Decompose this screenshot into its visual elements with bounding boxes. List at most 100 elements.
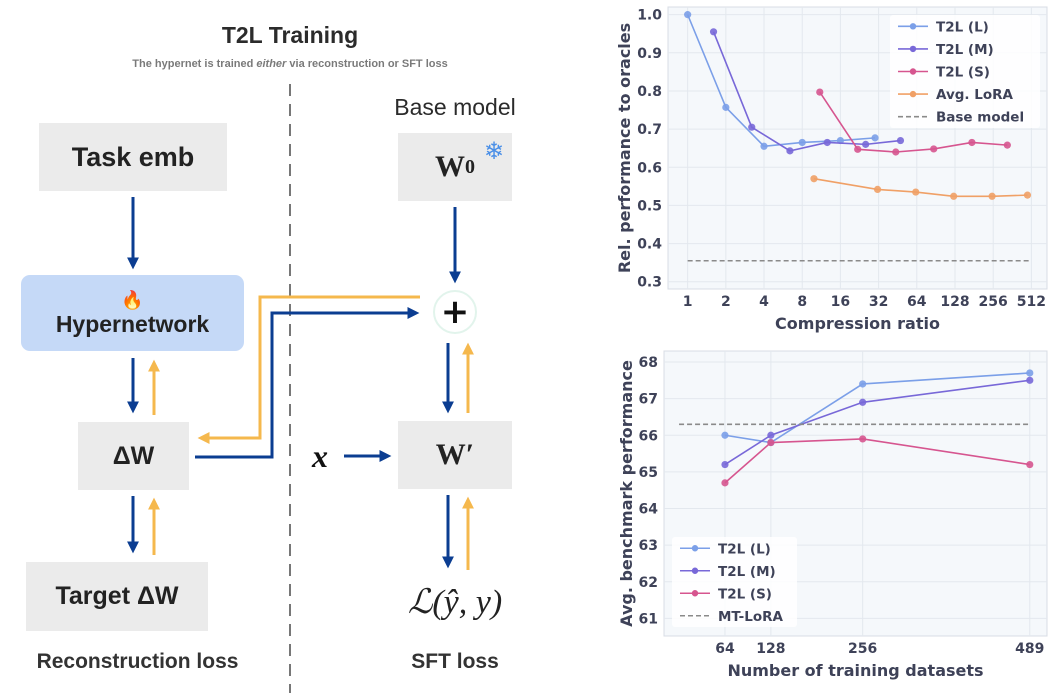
- legend-marker: [909, 23, 917, 30]
- y-tick-label: 0.7: [637, 122, 662, 138]
- x-tick-label: 489: [1015, 641, 1044, 657]
- reconstruction-loss-label: Reconstruction loss: [36, 650, 239, 673]
- plus-node-circle: [433, 290, 477, 334]
- y-tick-label: 0.6: [637, 160, 662, 176]
- x-tick-label: 64: [715, 641, 735, 657]
- legend-label: MT-LoRA: [718, 609, 784, 625]
- loss-formula: ℒ(ŷ, y): [407, 584, 503, 621]
- x-tick-label: 512: [1017, 294, 1046, 310]
- data-point: [1026, 369, 1034, 377]
- target-delta-w-box: Target ΔW: [26, 562, 208, 631]
- series-line: [813, 177, 1028, 198]
- legend-label: T2L (M): [936, 42, 994, 58]
- w0-subscript: 0: [465, 155, 475, 178]
- y-tick-label: 0.5: [637, 198, 662, 214]
- data-point: [823, 138, 831, 147]
- x-tick-label: 256: [979, 294, 1008, 310]
- data-point: [1026, 376, 1034, 384]
- legend-marker: [691, 567, 699, 574]
- data-point: [767, 431, 775, 439]
- y-tick-label: 1.0: [637, 8, 662, 24]
- data-point: [748, 123, 756, 131]
- legend-label: T2L (S): [718, 586, 772, 602]
- subtitle-emphasis: either: [256, 58, 287, 70]
- y-tick-label: 68: [639, 355, 658, 371]
- legend-label: T2L (L): [936, 19, 989, 35]
- y-tick-label: 66: [639, 428, 658, 444]
- x-tick-label: 8: [797, 294, 807, 310]
- data-point: [854, 145, 862, 153]
- y-tick-label: 63: [639, 538, 658, 554]
- legend-box: [672, 537, 797, 627]
- legend-marker: [691, 590, 699, 597]
- y-tick-label: 64: [639, 502, 659, 518]
- sft-loss-label: SFT loss: [411, 650, 499, 673]
- task-emb-box: Task emb: [39, 123, 227, 191]
- legend-marker: [909, 90, 917, 98]
- series-line: [712, 31, 901, 152]
- x-input-label: x: [312, 438, 328, 474]
- snowflake-icon: ❄: [483, 137, 504, 165]
- data-point: [709, 28, 718, 36]
- legend-label: T2L (S): [936, 65, 990, 81]
- compression-ratio-chart: 1 2 4 8 16 32 64 128 256 512 0.3 0.4 0.5 0.6 0.7 0.8 0.9…: [615, 6, 1048, 333]
- x-tick-label: 256: [848, 641, 877, 657]
- w0-label: W: [435, 150, 465, 183]
- hypernetwork-box: 🔥 Hypernetwork: [21, 275, 244, 351]
- legend-label: T2L (L): [718, 541, 771, 557]
- x-tick-label: 128: [940, 294, 969, 310]
- data-point: [862, 140, 870, 148]
- series-line: [686, 14, 876, 148]
- data-point: [950, 192, 958, 200]
- data-point: [892, 148, 900, 156]
- data-point: [786, 147, 794, 155]
- data-point: [871, 134, 879, 142]
- data-point: [721, 431, 729, 439]
- hypernetwork-label: Hypernetwork: [55, 310, 210, 337]
- legend-label: Avg. LoRA: [936, 87, 1014, 103]
- data-point: [859, 435, 867, 443]
- series-line: [819, 91, 1008, 153]
- y-tick-label: 65: [639, 465, 658, 481]
- data-point: [896, 136, 905, 145]
- data-point: [684, 11, 692, 19]
- base-model-label: Base model: [394, 94, 516, 120]
- legend-box: [890, 15, 1040, 128]
- x-tick-label: 128: [756, 641, 785, 657]
- x-tick-label: 16: [831, 294, 850, 310]
- data-point: [859, 398, 867, 406]
- data-point: [721, 479, 729, 487]
- y-tick-label: 0.8: [637, 84, 662, 100]
- data-point: [816, 88, 824, 96]
- plus-icon: +: [440, 292, 470, 332]
- x-tick-label: 4: [759, 294, 769, 310]
- y-axis-label: Rel. performance to oracles: [615, 23, 634, 273]
- subtitle-pre: The hypernet is trained: [132, 58, 257, 70]
- training-datasets-chart: 64 128 256 489 61 62 63 64 65 66 67 68 Number of tra…: [617, 350, 1048, 680]
- data-point: [1023, 191, 1032, 199]
- series-line: [724, 379, 1030, 466]
- y-tick-label: 0.3: [637, 275, 662, 291]
- data-point: [810, 175, 818, 183]
- data-point: [767, 438, 775, 447]
- data-point: [930, 145, 938, 153]
- legend-marker: [691, 545, 699, 552]
- w-prime-box: W′: [398, 421, 512, 489]
- data-point: [859, 380, 867, 388]
- data-point: [968, 138, 976, 147]
- y-axis-label: Avg. benchmark performance: [617, 360, 636, 627]
- data-point: [988, 192, 996, 200]
- data-point: [722, 103, 730, 111]
- data-point: [798, 138, 806, 147]
- x-axis-label: Number of training datasets: [727, 661, 983, 680]
- x-tick-label: 1: [683, 294, 693, 310]
- subtitle-post: via reconstruction or SFT loss: [286, 58, 448, 70]
- series-line: [724, 372, 1030, 444]
- legend-label: Base model: [936, 110, 1024, 126]
- data-point: [912, 188, 920, 196]
- data-point: [760, 142, 768, 150]
- grad-arrow-plus-to-deltaw: [197, 295, 420, 444]
- diagram-connectors: [127, 84, 477, 693]
